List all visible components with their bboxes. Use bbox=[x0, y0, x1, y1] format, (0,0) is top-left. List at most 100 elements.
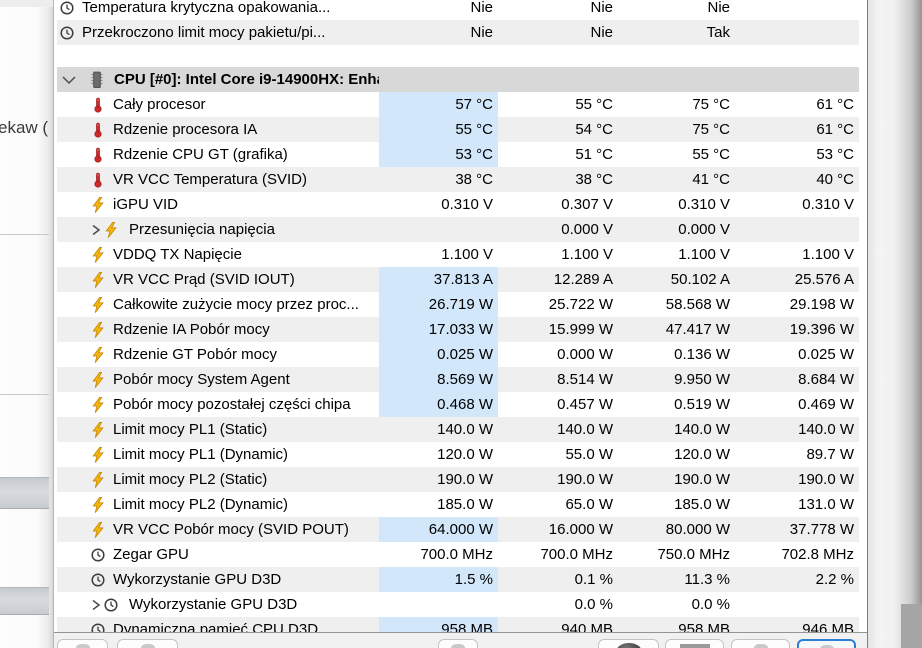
lightning-icon bbox=[90, 471, 106, 488]
sensor-label: Pobór mocy pozostałej części chipa bbox=[113, 396, 351, 413]
sensor-label: Przesunięcia napięcia bbox=[129, 221, 275, 238]
section-title: CPU [#0]: Intel Core i9-14900HX: Enhance… bbox=[114, 71, 379, 88]
table-row[interactable]: Pobór mocy pozostałej części chipa 0.468… bbox=[57, 392, 859, 417]
table-row[interactable]: Rdzenie GT Pobór mocy 0.025 W 0.000 W 0.… bbox=[57, 342, 859, 367]
background-scrollbar-thumb[interactable] bbox=[901, 604, 922, 648]
value-current: 1.100 V bbox=[441, 246, 493, 263]
value-minimum bbox=[498, 67, 618, 92]
table-row[interactable]: VR VCC Prąd (SVID IOUT) 37.813 A 12.289 … bbox=[57, 267, 859, 292]
sensor-label: Wykorzystanie GPU D3D bbox=[129, 596, 298, 613]
value-average: 25.576 A bbox=[794, 271, 854, 288]
table-row[interactable]: Wykorzystanie GPU D3D 1.5 % 0.1 % 11.3 %… bbox=[57, 567, 859, 592]
value-average bbox=[735, 592, 859, 617]
row-label-area: VR VCC Temperatura (SVID) bbox=[57, 167, 379, 192]
value-maximum: 11.3 % bbox=[684, 571, 730, 588]
table-row[interactable]: Wykorzystanie GPU D3D 0.0 % 0.0 % bbox=[57, 592, 859, 617]
value-average bbox=[735, 67, 859, 92]
value-minimum: 25.722 W bbox=[548, 296, 613, 313]
value-minimum: 54 °C bbox=[575, 121, 613, 138]
clock-icon bbox=[90, 547, 106, 563]
sensor-label: Limit mocy PL2 (Dynamic) bbox=[113, 496, 289, 513]
table-row[interactable]: Limit mocy PL2 (Dynamic) 185.0 W 65.0 W … bbox=[57, 492, 859, 517]
row-label-area: Przekroczono limit mocy pakietu/pi... bbox=[57, 20, 379, 45]
dot-icon bbox=[140, 644, 155, 648]
value-maximum: 185.0 W bbox=[674, 496, 730, 513]
lightning-icon bbox=[90, 496, 106, 513]
table-row[interactable]: Rdzenie CPU GT (grafika) 53 °C 51 °C 55 … bbox=[57, 142, 859, 167]
value-average: 0.025 W bbox=[798, 346, 854, 363]
lightning-icon bbox=[90, 371, 106, 388]
table-row[interactable]: Przesunięcia napięcia 0.000 V 0.000 V bbox=[57, 217, 859, 242]
toolbar-button[interactable] bbox=[117, 639, 178, 648]
table-row[interactable]: VR VCC Pobór mocy (SVID POUT) 64.000 W 1… bbox=[57, 517, 859, 542]
table-row[interactable]: Limit mocy PL1 (Dynamic) 120.0 W 55.0 W … bbox=[57, 442, 859, 467]
table-row[interactable]: Całkowite zużycie mocy przez proc... 26.… bbox=[57, 292, 859, 317]
table-row[interactable]: Limit mocy PL2 (Static) 190.0 W 190.0 W … bbox=[57, 467, 859, 492]
value-current: 0.468 W bbox=[379, 392, 498, 417]
lightning-icon bbox=[90, 521, 106, 538]
value-average: 0.469 W bbox=[798, 396, 854, 413]
sensor-label: Limit mocy PL2 (Static) bbox=[113, 471, 268, 488]
table-row[interactable]: Cały procesor 57 °C 55 °C 75 °C 61 °C bbox=[57, 92, 859, 117]
table-row[interactable]: Limit mocy PL1 (Static) 140.0 W 140.0 W … bbox=[57, 417, 859, 442]
row-label-area: Wykorzystanie GPU D3D bbox=[57, 592, 379, 617]
table-row[interactable]: Przekroczono limit mocy pakietu/pi... Ni… bbox=[57, 20, 859, 45]
value-average: 19.396 W bbox=[789, 321, 854, 338]
sensor-label: Przekroczono limit mocy pakietu/pi... bbox=[82, 24, 326, 41]
value-average bbox=[735, 20, 859, 45]
value-minimum: Nie bbox=[590, 24, 613, 41]
value-current: 1.5 % bbox=[379, 567, 498, 592]
row-label-area: Temperatura krytyczna opakowania... bbox=[57, 0, 379, 20]
value-maximum: 0.136 W bbox=[674, 346, 730, 363]
chevron-right-icon[interactable] bbox=[88, 595, 103, 615]
table-row[interactable]: Rdzenie procesora IA 55 °C 54 °C 75 °C 6… bbox=[57, 117, 859, 142]
value-minimum: 0.1 % bbox=[574, 571, 613, 588]
hwinfo-sensors-window: Temperatura krytyczna opakowania... Nie … bbox=[53, 0, 868, 648]
value-average: 702.8 MHz bbox=[781, 546, 854, 563]
background-right-strip bbox=[868, 0, 922, 648]
row-label-area: CPU [#0]: Intel Core i9-14900HX: Enhance… bbox=[57, 67, 379, 92]
value-average: 40 °C bbox=[816, 171, 854, 188]
value-maximum: 0.519 W bbox=[674, 396, 730, 413]
toolbar-button[interactable] bbox=[57, 639, 108, 648]
row-label-area: Limit mocy PL2 (Static) bbox=[57, 467, 379, 492]
value-average: 53 °C bbox=[816, 146, 854, 163]
value-average: 190.0 W bbox=[798, 471, 854, 488]
value-minimum: 140.0 W bbox=[557, 421, 613, 438]
section-header-row[interactable]: CPU [#0]: Intel Core i9-14900HX: Enhance… bbox=[57, 67, 859, 92]
table-row[interactable]: iGPU VID 0.310 V 0.307 V 0.310 V 0.310 V bbox=[57, 192, 859, 217]
toolbar-button[interactable] bbox=[438, 639, 478, 648]
value-average: 1.100 V bbox=[802, 246, 854, 263]
value-current: Nie bbox=[470, 0, 493, 16]
value-minimum: 16.000 W bbox=[548, 521, 613, 538]
table-row[interactable]: VDDQ TX Napięcie 1.100 V 1.100 V 1.100 V… bbox=[57, 242, 859, 267]
table-row[interactable]: Pobór mocy System Agent 8.569 W 8.514 W … bbox=[57, 367, 859, 392]
value-minimum: 0.457 W bbox=[557, 396, 613, 413]
value-average bbox=[735, 217, 859, 242]
chevron-right-icon[interactable] bbox=[88, 220, 103, 240]
toolbar-button[interactable] bbox=[598, 639, 659, 648]
table-row[interactable]: Rdzenie IA Pobór mocy 17.033 W 15.999 W … bbox=[57, 317, 859, 342]
table-gap bbox=[57, 45, 859, 67]
value-maximum bbox=[618, 67, 735, 92]
thermometer-icon bbox=[90, 122, 106, 138]
dot-icon bbox=[75, 644, 90, 648]
value-average: 37.778 W bbox=[789, 521, 854, 538]
chevron-down-icon[interactable] bbox=[59, 70, 79, 90]
table-row[interactable]: Zegar GPU 700.0 MHz 700.0 MHz 750.0 MHz … bbox=[57, 542, 859, 567]
toolbar-button[interactable] bbox=[797, 639, 856, 648]
table-row[interactable]: VR VCC Temperatura (SVID) 38 °C 38 °C 41… bbox=[57, 167, 859, 192]
gauge-circle-icon bbox=[615, 643, 642, 648]
table-row[interactable]: Temperatura krytyczna opakowania... Nie … bbox=[57, 0, 859, 20]
background-divider bbox=[0, 394, 49, 395]
toolbar-button[interactable] bbox=[731, 639, 790, 648]
toolbar-button[interactable] bbox=[665, 639, 724, 648]
value-minimum: 55.0 W bbox=[565, 446, 613, 463]
background-list-band bbox=[0, 477, 49, 509]
value-average: 2.2 % bbox=[815, 571, 854, 588]
value-maximum: 75 °C bbox=[692, 121, 730, 138]
value-average: 61 °C bbox=[816, 121, 854, 138]
value-maximum: 75 °C bbox=[692, 96, 730, 113]
row-label-area: Cały procesor bbox=[57, 92, 379, 117]
